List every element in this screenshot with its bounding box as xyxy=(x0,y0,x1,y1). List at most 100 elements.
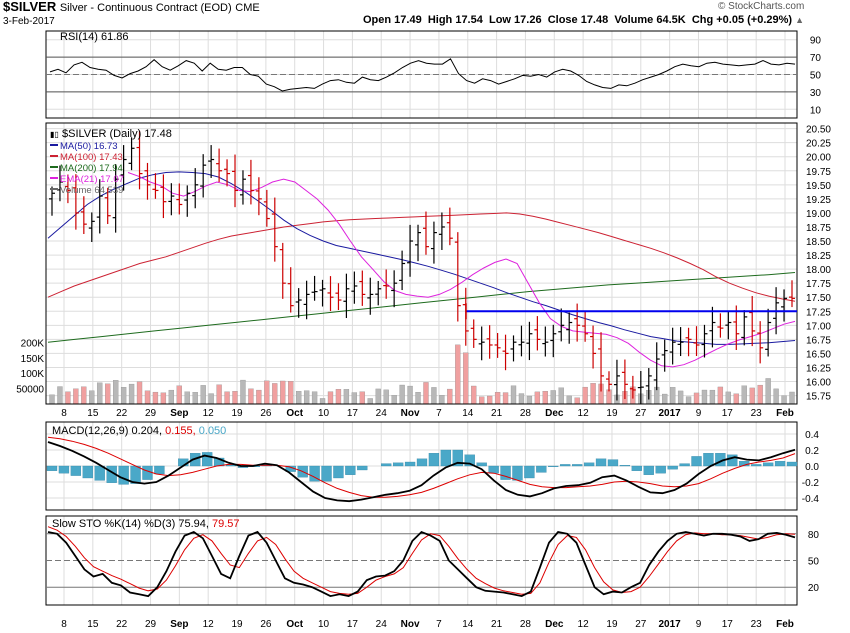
volume-bar xyxy=(423,382,429,405)
ohlc-bar xyxy=(327,276,334,312)
ohlc-bar xyxy=(239,170,246,205)
ohlc-bar xyxy=(454,232,461,322)
macd-histogram-bar xyxy=(94,465,105,481)
ohlc-bar xyxy=(566,312,573,344)
price-y-tick-label: 17.50 xyxy=(806,293,831,304)
sto-y-tick-label: 20 xyxy=(808,583,820,594)
x-tick-label: 19 xyxy=(606,619,618,630)
ohlc-bar xyxy=(152,173,159,199)
volume-bar xyxy=(415,392,421,405)
ohlc-bar xyxy=(653,342,660,391)
x-tick-label: 29 xyxy=(145,619,157,630)
volume-bar xyxy=(351,392,358,405)
x-tick-label: 24 xyxy=(376,408,388,419)
x-tick-label: 23 xyxy=(751,408,763,419)
volume-bar xyxy=(590,383,596,405)
ohlc-bar xyxy=(88,212,95,243)
volume-bar xyxy=(152,391,159,405)
ohlc-bar xyxy=(255,177,262,216)
volume-bar xyxy=(73,388,79,405)
volume-bar xyxy=(97,382,103,405)
volume-bar xyxy=(128,383,135,405)
volume-bar xyxy=(327,391,334,405)
volume-bar xyxy=(733,393,739,405)
volume-bar xyxy=(232,391,238,405)
price-y-tick-label: 18.50 xyxy=(806,237,831,248)
ohlc-bar xyxy=(717,313,724,338)
ohlc-bar xyxy=(486,325,493,359)
volume-bar xyxy=(773,388,779,405)
legend-entry: MA(100) 17.43 xyxy=(60,152,123,163)
price-y-tick-label: 19.50 xyxy=(806,181,831,192)
close-value: Close 17.48 xyxy=(547,14,609,26)
volume-bar xyxy=(399,384,405,405)
x-tick-label: 8 xyxy=(61,619,67,630)
ohlc-bar xyxy=(685,327,692,357)
volume-bar xyxy=(184,391,190,405)
ohlc-bar xyxy=(582,311,589,342)
x-tick-label: 21 xyxy=(491,408,503,419)
ohlc-bar xyxy=(359,270,366,306)
macd-histogram-bar xyxy=(46,465,58,471)
ohlc-bar xyxy=(279,242,286,299)
x-tick-label: 26 xyxy=(260,619,272,630)
volume-bar xyxy=(447,388,453,405)
rsi-y-tick-label: 70 xyxy=(810,53,822,64)
macd-histogram-bar xyxy=(727,454,738,467)
ohlc-bar xyxy=(375,280,382,306)
ohlc-bar xyxy=(645,368,652,400)
sto-label: Slow STO %K(14) %D(3) 75.94, 79.57 xyxy=(52,518,240,530)
low-value: Low 17.26 xyxy=(488,14,542,26)
ohlc-bar xyxy=(749,296,756,347)
legend-swatch xyxy=(50,155,58,157)
rsi-y-tick-label: 30 xyxy=(810,88,822,99)
ohlc-bar xyxy=(598,332,605,392)
x-tick-label: Dec xyxy=(545,619,564,630)
volume-bar xyxy=(518,393,525,405)
symbol-name: $SILVER xyxy=(3,0,57,14)
macd-histogram-bar xyxy=(631,465,642,471)
volume-bar xyxy=(662,393,668,405)
ohlc-bar xyxy=(311,275,318,301)
price-y-tick-label: 19.75 xyxy=(806,167,831,178)
volume-bar xyxy=(224,391,230,405)
x-tick-label: 2017 xyxy=(659,408,682,419)
x-tick-label: 28 xyxy=(520,619,532,630)
volume-bar xyxy=(789,391,795,405)
volume-bar xyxy=(359,391,365,405)
x-tick-label: 17 xyxy=(722,619,734,630)
ohlc-bar xyxy=(383,269,390,299)
volume-bar xyxy=(749,387,755,405)
macd-label-part: 0.204, xyxy=(131,425,165,437)
copyright-label: © StockCharts.com xyxy=(718,1,805,12)
ohlc-bar xyxy=(765,308,772,357)
macd-histogram-bar xyxy=(333,465,344,479)
volume-bar xyxy=(685,396,692,405)
x-tick-label: 22 xyxy=(116,408,128,419)
x-tick-label: 19 xyxy=(606,408,618,419)
ohlc-bar xyxy=(96,179,103,234)
volume-bar xyxy=(709,389,716,405)
ohlc-bar xyxy=(733,305,740,350)
ohlc-bar xyxy=(367,277,374,315)
macd-histogram-bar xyxy=(202,452,213,467)
ohlc-bar xyxy=(160,174,167,219)
volume-bar xyxy=(582,386,588,405)
volume-bar xyxy=(256,389,262,405)
volume-y-tick-label: 200K xyxy=(21,338,45,349)
ohlc-bar xyxy=(64,174,71,204)
legend-swatch xyxy=(50,188,58,190)
macd-histogram-bar xyxy=(70,465,82,476)
x-tick-label: 12 xyxy=(203,619,215,630)
x-tick-label: 10 xyxy=(318,408,330,419)
x-tick-label: 22 xyxy=(116,619,128,630)
volume-bar xyxy=(725,391,731,405)
volume-bar xyxy=(367,398,373,405)
ohlc-bar xyxy=(605,371,612,392)
volume-bar xyxy=(105,383,111,405)
volume-bar xyxy=(383,389,389,405)
ohlc-bar xyxy=(510,335,517,362)
price-y-tick-label: 16.00 xyxy=(806,378,831,389)
volume-bar xyxy=(57,386,63,405)
legend-entry: MA(200) 17.94 xyxy=(60,163,123,174)
